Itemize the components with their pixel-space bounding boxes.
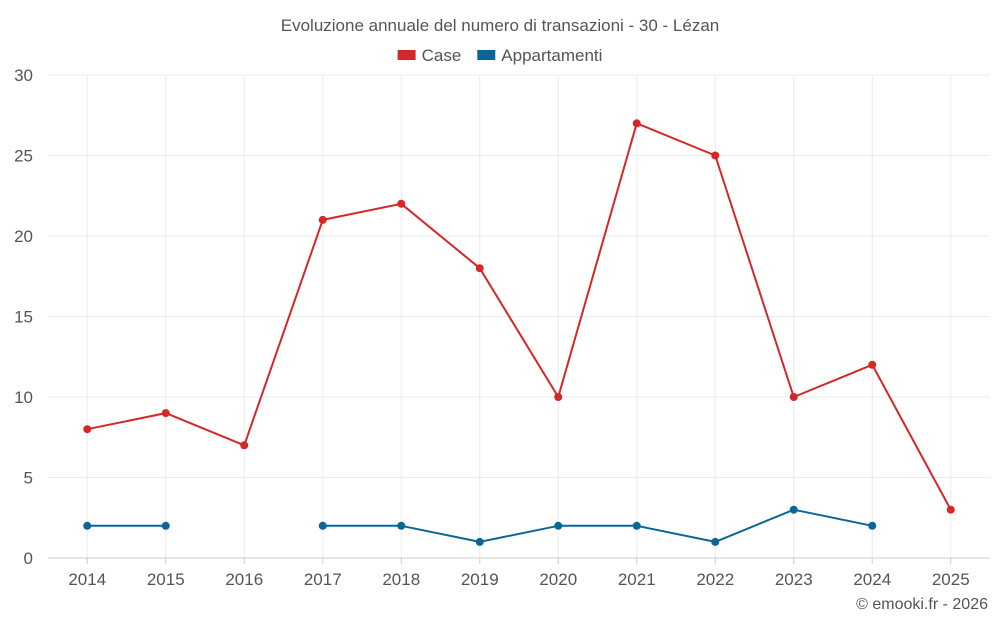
y-axis-ticks: 0 5 10 15 20 25 30 xyxy=(14,66,33,568)
y-tick-label: 30 xyxy=(14,66,33,85)
data-point[interactable] xyxy=(632,119,641,128)
data-point[interactable] xyxy=(397,521,406,530)
series-layer xyxy=(83,119,955,546)
data-point[interactable] xyxy=(161,409,170,418)
series-line xyxy=(322,508,873,543)
legend: Case Appartamenti xyxy=(397,46,602,65)
x-tick-label: 2022 xyxy=(696,570,734,589)
data-point[interactable] xyxy=(83,425,92,434)
data-point[interactable] xyxy=(475,537,484,546)
data-point[interactable] xyxy=(554,521,563,530)
data-point[interactable] xyxy=(240,441,249,450)
series-case xyxy=(83,119,955,514)
data-point[interactable] xyxy=(711,151,720,160)
data-point[interactable] xyxy=(318,215,327,224)
x-tick-label: 2024 xyxy=(853,570,891,589)
x-tick-label: 2019 xyxy=(461,570,499,589)
chart-title: Evoluzione annuale del numero di transaz… xyxy=(281,16,720,35)
credit-text: © emooki.fr - 2026 xyxy=(856,596,988,613)
x-tick-label: 2021 xyxy=(618,570,656,589)
x-tick-label: 2015 xyxy=(147,570,185,589)
legend-label: Appartamenti xyxy=(501,46,602,65)
data-point[interactable] xyxy=(868,521,877,530)
x-tick-label: 2016 xyxy=(225,570,263,589)
data-point[interactable] xyxy=(83,521,92,530)
x-tick-label: 2014 xyxy=(68,570,106,589)
y-tick-label: 15 xyxy=(14,308,33,327)
legend-swatch xyxy=(397,50,416,60)
data-point[interactable] xyxy=(318,521,327,530)
legend-label: Case xyxy=(422,46,462,65)
data-point[interactable] xyxy=(789,505,798,514)
y-grid xyxy=(48,74,990,478)
data-point[interactable] xyxy=(711,537,720,546)
y-tick-label: 0 xyxy=(24,549,33,568)
data-point[interactable] xyxy=(397,199,406,208)
y-tick-label: 5 xyxy=(24,469,33,488)
legend-swatch xyxy=(477,50,496,60)
data-point[interactable] xyxy=(789,393,798,401)
y-tick-label: 20 xyxy=(14,227,33,246)
data-point[interactable] xyxy=(632,521,641,530)
x-tick-label: 2018 xyxy=(382,570,420,589)
legend-item-case[interactable]: Case xyxy=(397,46,462,65)
x-axis-ticks: 2014 2015 2016 2017 2018 2019 2020 2021 2022 2023… xyxy=(68,558,970,589)
x-tick-label: 2025 xyxy=(932,570,970,589)
x-tick-label: 2023 xyxy=(775,570,813,589)
x-grid xyxy=(86,75,952,558)
series-line xyxy=(87,122,952,511)
data-point[interactable] xyxy=(946,505,955,514)
legend-item-appartamenti[interactable]: Appartamenti xyxy=(477,46,602,65)
y-tick-label: 10 xyxy=(14,388,33,407)
x-tick-label: 2017 xyxy=(304,570,342,589)
data-point[interactable] xyxy=(161,521,170,530)
data-point[interactable] xyxy=(475,264,484,273)
x-tick-label: 2020 xyxy=(539,570,577,589)
series-appartamenti xyxy=(83,505,877,546)
data-point[interactable] xyxy=(868,360,877,369)
data-point[interactable] xyxy=(554,393,563,401)
y-tick-label: 25 xyxy=(14,147,33,166)
